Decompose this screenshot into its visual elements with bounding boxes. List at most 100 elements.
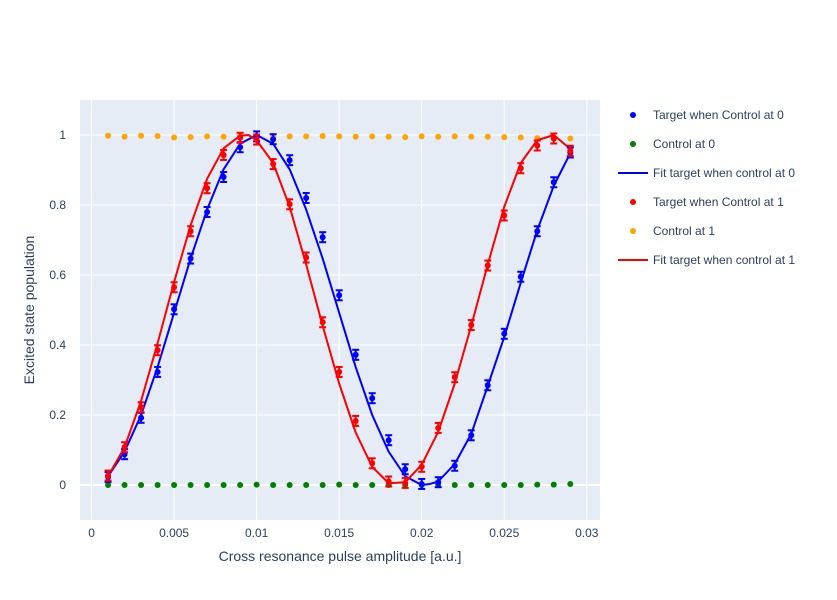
legend-item-control-at-0[interactable]: Control at 0 [630, 137, 715, 151]
data-point [319, 133, 326, 140]
legend-marker-swatch [630, 199, 636, 205]
legend-item-target-when-control-at-1[interactable]: Target when Control at 1 [630, 195, 784, 209]
data-point [154, 482, 161, 488]
legend-label: Target when Control at 0 [653, 108, 784, 122]
data-point [171, 284, 178, 291]
data-point [154, 368, 161, 375]
legend-item-control-at-1[interactable]: Control at 1 [630, 224, 715, 238]
data-point [220, 133, 227, 140]
data-point [270, 136, 277, 143]
data-point [187, 482, 194, 488]
data-point [286, 201, 293, 208]
fit-line [107, 134, 572, 486]
data-point [402, 479, 409, 486]
data-point [501, 482, 508, 488]
data-point [138, 482, 145, 488]
x-tick-label: 0.005 [159, 526, 189, 540]
data-point [484, 482, 491, 488]
legend[interactable]: Target when Control at 0 Control at 0 Fit … [618, 108, 795, 267]
series-control-at-1 [105, 132, 574, 142]
data-point [567, 147, 574, 154]
data-point [567, 480, 574, 487]
x-tick-label: 0 [88, 526, 95, 540]
data-point [171, 134, 178, 141]
data-point [550, 135, 557, 142]
series-fit-target-when-control-at-0 [107, 134, 572, 486]
y-tick-label: 0.6 [49, 268, 66, 282]
data-point [550, 179, 557, 186]
fit-line [107, 134, 571, 485]
data-point [187, 255, 194, 262]
data-point [352, 351, 359, 358]
data-point [237, 144, 244, 151]
data-point [402, 466, 409, 473]
data-point [435, 133, 442, 140]
data-point [468, 322, 475, 329]
data-point [303, 195, 310, 201]
y-tick-label: 0 [59, 478, 66, 492]
data-layer [104, 130, 574, 490]
data-point [253, 481, 260, 488]
data-point [237, 482, 244, 488]
data-point [319, 319, 326, 326]
data-point [385, 478, 392, 485]
series-control-at-0 [105, 480, 574, 488]
data-point [468, 432, 475, 439]
data-point [418, 133, 425, 140]
data-point [451, 133, 458, 140]
data-point [501, 330, 508, 337]
series-target-when-control-at-1 [104, 131, 574, 489]
x-tick-label: 0.03 [575, 526, 599, 540]
data-point [105, 132, 112, 139]
data-point [286, 482, 293, 488]
legend-marker-swatch [630, 141, 636, 147]
legend-label: Control at 0 [653, 137, 715, 151]
legend-marker-swatch [630, 112, 636, 118]
data-point [220, 151, 227, 158]
data-point [369, 395, 376, 402]
data-point [484, 382, 491, 389]
data-point [303, 254, 310, 261]
x-tick-label: 0.02 [410, 526, 434, 540]
data-point [270, 482, 277, 488]
data-point [253, 136, 260, 143]
data-point [105, 482, 112, 488]
series-fit-target-when-control-at-1 [107, 134, 571, 485]
data-point [451, 482, 458, 488]
data-point [534, 228, 541, 235]
data-point [352, 417, 359, 424]
data-point [187, 134, 194, 141]
data-point [369, 460, 376, 467]
data-point [517, 482, 524, 488]
data-point [138, 404, 145, 411]
legend-marker-swatch [630, 228, 636, 234]
data-point [204, 185, 211, 192]
data-point [336, 292, 343, 299]
data-point [501, 134, 508, 141]
data-point [352, 133, 359, 140]
data-point [286, 133, 293, 140]
data-point [451, 462, 458, 469]
data-point [484, 133, 491, 140]
y-tick-label: 0.4 [49, 338, 66, 352]
legend-item-target-when-control-at-0[interactable]: Target when Control at 0 [630, 108, 784, 122]
data-point [550, 481, 557, 488]
data-point [204, 482, 211, 488]
data-point [171, 482, 178, 488]
y-tick-label: 1 [59, 128, 66, 142]
data-point [154, 133, 161, 140]
x-axis-title: Cross resonance pulse amplitude [a.u.] [219, 548, 462, 564]
legend-item-fit-target-when-control-at-1[interactable]: Fit target when control at 1 [618, 253, 795, 267]
data-point [468, 133, 475, 140]
data-point [336, 481, 343, 488]
y-tick-label: 0.8 [49, 198, 66, 212]
data-point [303, 133, 310, 140]
x-tick-label: 0.01 [245, 526, 269, 540]
data-point [435, 479, 442, 486]
legend-item-fit-target-when-control-at-0[interactable]: Fit target when control at 0 [618, 166, 795, 180]
data-point [352, 482, 359, 488]
data-point [369, 133, 376, 140]
data-point [220, 482, 227, 488]
data-point [517, 134, 524, 141]
data-point [237, 134, 244, 141]
